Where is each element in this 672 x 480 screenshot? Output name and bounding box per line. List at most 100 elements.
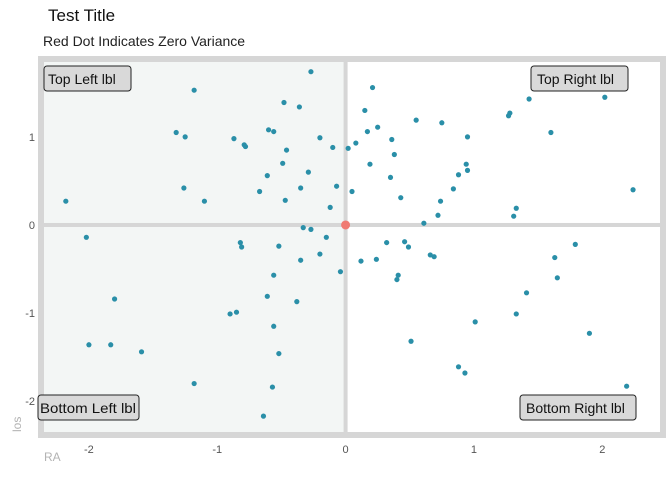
data-point (464, 167, 471, 173)
y-tick-label: 0 (29, 220, 35, 232)
data-point (395, 272, 401, 278)
quadrant-label-top-left-text: Top Left lbl (48, 71, 116, 87)
data-point (523, 290, 530, 296)
data-point (308, 226, 314, 232)
chart-subtitle: Red Dot Indicates Zero Variance (43, 33, 246, 49)
data-point (394, 276, 400, 283)
data-point (308, 69, 314, 75)
data-point (552, 254, 558, 261)
data-point (269, 384, 276, 390)
data-point (63, 198, 69, 204)
quadrant-label-bottom-right: Bottom Right lbl (519, 394, 637, 421)
data-point (387, 174, 394, 181)
data-point (294, 299, 300, 305)
data-point (296, 104, 302, 110)
data-point (554, 275, 560, 281)
data-point (276, 350, 282, 357)
data-point (181, 185, 187, 191)
data-point (298, 185, 304, 191)
data-point (111, 296, 118, 302)
data-point (323, 234, 329, 240)
data-point (317, 251, 323, 257)
data-point (548, 129, 554, 136)
data-point (405, 244, 412, 250)
quadrant-label-bottom-right-text: Bottom Right lbl (526, 400, 625, 416)
data-point (437, 198, 444, 204)
data-point (349, 188, 355, 195)
data-point (513, 205, 519, 211)
data-point (572, 241, 578, 247)
y-axis-title: los (10, 417, 24, 432)
x-tick-label: 0 (343, 444, 349, 456)
data-point (282, 197, 288, 203)
data-point (283, 147, 290, 153)
data-point (86, 342, 92, 348)
data-point (389, 136, 395, 143)
data-point (242, 143, 249, 150)
data-point (472, 319, 478, 325)
y-tick-label: -2 (25, 396, 35, 408)
x-tick-label: 1 (471, 444, 477, 456)
data-point (257, 188, 263, 195)
data-point (83, 234, 89, 240)
quadrant-label-bottom-left-text: Bottom Left lbl (40, 400, 136, 416)
x-axis-title: RA (44, 450, 61, 464)
quadrant-label-top-left: Top Left lbl (43, 65, 132, 92)
data-point (435, 212, 441, 218)
data-point (276, 243, 282, 249)
data-point (450, 186, 456, 192)
data-point (138, 349, 145, 355)
data-point (305, 169, 311, 175)
data-point (511, 213, 517, 219)
data-point (362, 107, 368, 114)
data-point (298, 257, 304, 263)
data-point (264, 173, 270, 179)
data-point (337, 269, 344, 275)
data-point (231, 136, 237, 142)
data-point (191, 380, 197, 387)
data-point (586, 330, 593, 336)
data-point (513, 311, 519, 317)
data-points (63, 69, 636, 419)
y-tick-label: -1 (25, 308, 35, 320)
data-point (173, 129, 179, 136)
x-tick-label: -2 (84, 444, 94, 456)
data-point (280, 160, 286, 166)
data-point (624, 383, 630, 389)
data-point (237, 239, 243, 246)
data-point (182, 134, 188, 140)
data-point (369, 84, 376, 91)
data-point (398, 195, 404, 201)
data-point (345, 145, 351, 151)
data-point (227, 311, 233, 317)
data-point (431, 254, 437, 260)
data-point (630, 187, 636, 193)
data-point (464, 134, 471, 140)
data-point (375, 124, 381, 130)
data-point (507, 110, 513, 116)
data-point (265, 127, 272, 133)
quadrant-label-top-right: Top Right lbl (530, 65, 629, 92)
data-point (439, 120, 445, 126)
data-point (271, 272, 277, 278)
data-point (384, 239, 390, 246)
data-point (462, 370, 468, 376)
data-point (455, 172, 462, 178)
data-point (602, 94, 608, 100)
origin-zero-variance-point (341, 220, 351, 230)
data-point (271, 128, 277, 135)
data-point (233, 309, 240, 315)
data-point (364, 128, 370, 135)
data-point (108, 342, 114, 348)
data-point (191, 87, 197, 93)
data-point (413, 117, 419, 123)
quadrant-label-top-right-text: Top Right lbl (537, 71, 614, 87)
data-point (358, 258, 364, 264)
data-point (330, 144, 336, 151)
data-point (281, 99, 287, 106)
y-tick-label: 1 (29, 132, 35, 144)
data-point (201, 198, 208, 204)
data-point (421, 220, 427, 226)
x-tick-label: 2 (599, 444, 605, 456)
